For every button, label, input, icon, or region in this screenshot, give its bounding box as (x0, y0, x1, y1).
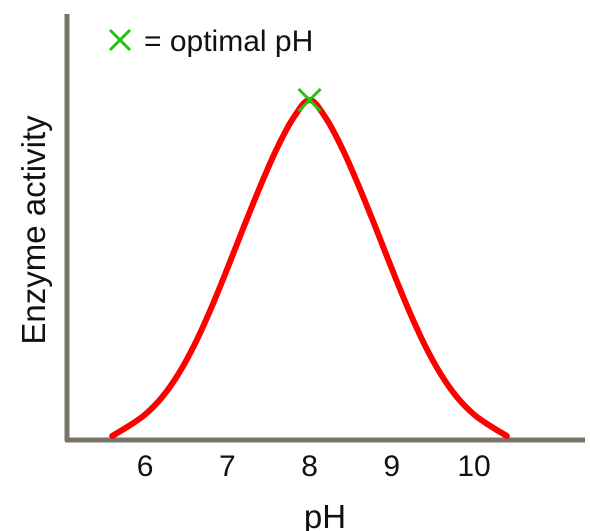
x-tick-label: 10 (457, 450, 490, 483)
legend-label: = optimal pH (144, 25, 313, 58)
optimal-ph-marker (297, 87, 322, 113)
x-tick-label: 7 (219, 450, 236, 483)
x-tick-label: 8 (301, 450, 318, 483)
optimal-ph-x-mark (297, 87, 322, 113)
x-tick-label: 9 (383, 450, 400, 483)
enzyme-activity-curve (109, 97, 510, 439)
x-tick-label: 6 (137, 450, 154, 483)
y-axis-title: Enzyme activity (15, 115, 52, 345)
x-tick-labels: 6 7 8 9 10 (137, 450, 491, 483)
legend: = optimal pH (108, 25, 313, 58)
legend-x-marker-icon (108, 28, 132, 52)
x-axis-title: pH (304, 498, 346, 531)
